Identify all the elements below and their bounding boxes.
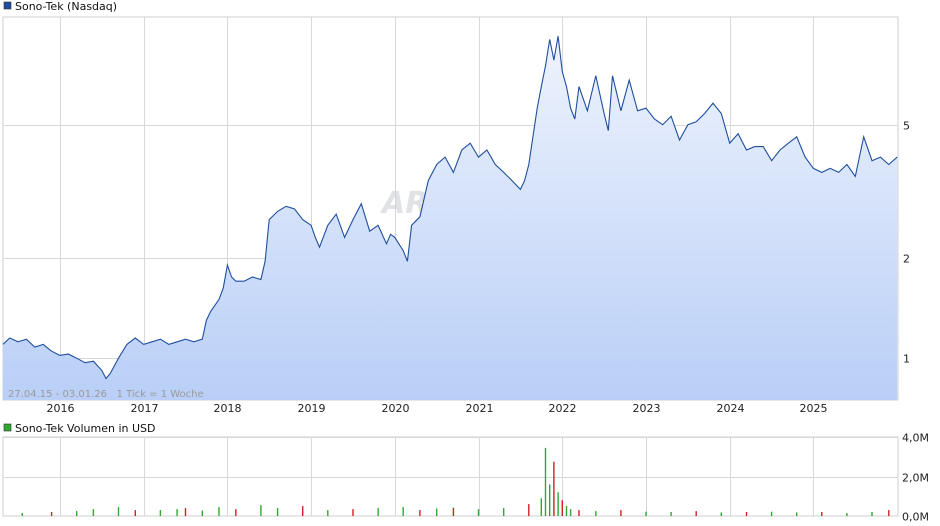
volume-bar [436,508,438,516]
volume-bar [595,511,597,516]
volume-bar [402,507,404,516]
volume-bar [134,510,136,516]
volume-bar [745,512,748,516]
volume-y-axis: 0,0M 2,0M 4,0M [902,432,929,524]
legend-price-label: Sono-Tek (Nasdaq) [15,0,117,13]
volume-bar [695,511,697,516]
legend-volume-swatch [3,423,12,432]
volume-bar [540,498,542,516]
volume-bar [377,508,379,516]
x-axis: 2016 2017 2018 2019 2020 2021 2022 2023 2024 2025 [47,402,828,415]
volume-bar [670,512,672,516]
volume-bar [452,507,455,516]
volume-bar [821,512,823,516]
x-tick-label: 2019 [298,402,326,415]
y-tick-label: 1 [903,353,910,366]
volume-bar [302,506,304,516]
volume-bar [92,509,95,516]
volume-bar [565,506,568,516]
volume-bar [276,508,279,516]
legend-volume-label: Sono-Tek Volumen in USD [15,422,155,435]
volume-bar [569,509,572,516]
x-tick-label: 2020 [382,402,410,415]
volume-bar [260,505,262,516]
volume-bar [327,510,329,516]
x-tick-label: 2023 [633,402,661,415]
price-line [2,36,898,380]
range-info: 27.04.15 - 03.01.26 1 Tick = 1 Woche [8,389,204,400]
price-y-axis: 1 2 5 [903,120,910,366]
volume-bar [477,509,480,516]
x-tick-label: 2016 [47,402,75,415]
x-tick-label: 2024 [717,402,745,415]
volume-bar [720,512,722,516]
volume-bar [549,484,551,516]
volume-bar [620,510,622,516]
y-tick-label: 5 [903,120,910,133]
vol-y-tick-label: 4,0M [902,432,929,445]
x-tick-label: 2025 [800,402,828,415]
volume-bar [645,511,647,516]
volume-bar [503,508,505,516]
volume-bar [117,507,120,516]
y-tick-label: 2 [903,253,910,266]
volume-bar [21,513,23,516]
x-tick-label: 2021 [466,402,494,415]
volume-bar [176,509,178,516]
volume-bar [578,510,580,516]
price-area [3,36,898,400]
volume-bar [796,512,798,516]
volume-bar [184,508,187,516]
vol-y-tick-label: 2,0M [902,472,929,485]
volume-bar [419,510,421,516]
volume-bar [770,511,773,516]
vol-y-tick-label: 0,0M [902,511,929,524]
volume-bar [553,461,555,516]
x-tick-label: 2018 [214,402,242,415]
volume-bar [528,504,530,516]
volume-bar [557,492,559,516]
volume-bar [159,510,162,516]
volume-bar [76,511,78,516]
volume-bar [871,512,873,516]
legend-price-swatch [3,1,12,10]
volume-bar [544,447,547,516]
volume-grid [3,437,898,516]
volume-bar [846,513,848,516]
volume-bar [352,509,354,516]
x-tick-label: 2017 [131,402,159,415]
volume-bar [235,509,237,516]
volume-bar [888,510,890,516]
volume-bar [561,500,563,516]
volume-plot-frame [2,436,899,517]
volume-bar [201,510,203,516]
volume-bar [50,512,53,516]
x-tick-label: 2022 [549,402,577,415]
volume-bars [21,447,890,516]
volume-bar [218,507,220,516]
